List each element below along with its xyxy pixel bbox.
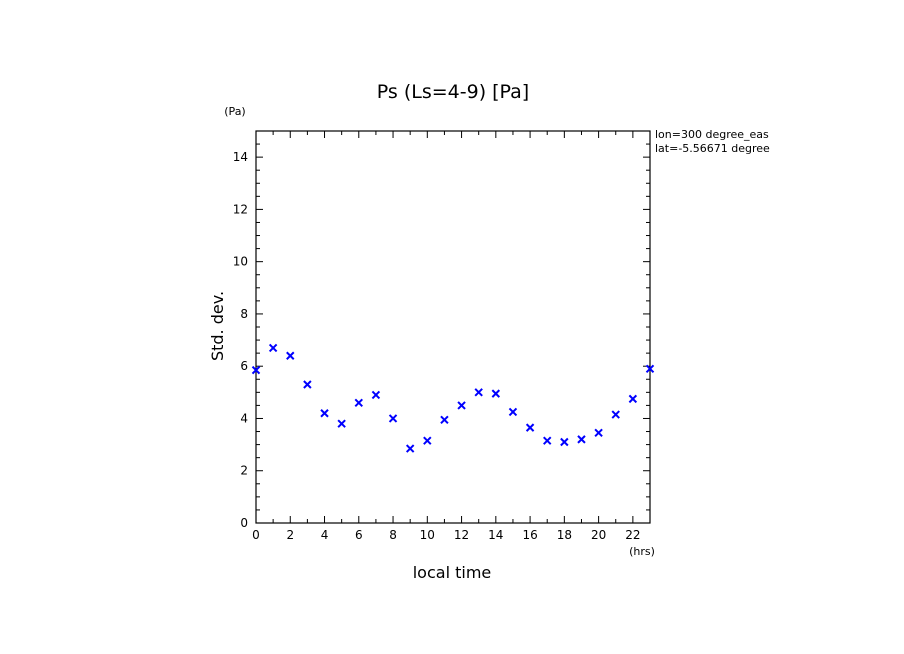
data-point	[628, 394, 638, 404]
x-tick-label: 2	[286, 528, 294, 542]
x-tick-label: 6	[355, 528, 363, 542]
data-point	[268, 343, 278, 353]
x-tick-label: 0	[252, 528, 260, 542]
x-unit-label: (hrs)	[629, 545, 655, 558]
data-point	[543, 436, 552, 445]
data-point	[423, 436, 432, 445]
annotation-lon: lon=300 degree_eas	[655, 128, 769, 141]
y-tick-label: 14	[233, 150, 248, 164]
data-point	[491, 389, 501, 398]
y-tick-label: 2	[240, 464, 248, 478]
x-tick-label: 14	[488, 528, 503, 542]
data-point	[560, 437, 569, 447]
data-point	[303, 380, 312, 389]
x-tick-label: 12	[454, 528, 469, 542]
y-tick-label: 0	[240, 516, 248, 530]
data-point	[645, 364, 655, 374]
y-tick-label: 12	[233, 202, 248, 216]
x-tick-label: 16	[522, 528, 537, 542]
annotation-lat: lat=-5.56671 degree	[655, 142, 770, 155]
data-point	[508, 407, 518, 417]
y-tick-label: 8	[240, 307, 248, 321]
data-point	[251, 365, 261, 375]
y-tick-label: 6	[240, 359, 248, 373]
data-point	[388, 414, 398, 423]
data-point	[594, 428, 603, 438]
data-point	[337, 419, 346, 428]
data-point	[440, 415, 449, 424]
data-point	[371, 390, 381, 400]
x-tick-label: 4	[321, 528, 329, 542]
plot-frame	[255, 130, 651, 524]
axes: 0 2 4 6 8 10 12 14 16 18 20 22 0 2 4 6 8 10 12 14	[233, 130, 651, 542]
y-axis-label: Std. dev.	[208, 291, 227, 361]
chart-title: Ps (Ls=4-9) [Pa]	[377, 81, 529, 103]
x-tick-label: 22	[625, 528, 640, 542]
data-point	[474, 388, 483, 397]
data-point	[354, 398, 363, 407]
y-unit-label: (Pa)	[224, 105, 245, 118]
data-point	[457, 401, 466, 410]
x-axis-label: local time	[413, 563, 492, 582]
x-tick-label: 20	[591, 528, 606, 542]
y-tick-label: 10	[233, 255, 248, 269]
y-tick-label: 4	[240, 411, 248, 425]
x-tick-label: 10	[420, 528, 435, 542]
data-point	[611, 410, 620, 419]
data-point	[577, 435, 586, 444]
data-point	[320, 409, 329, 418]
x-tick-label: 8	[389, 528, 397, 542]
data-point	[286, 351, 295, 360]
data-point	[525, 423, 535, 432]
data-markers	[251, 343, 655, 453]
x-tick-label: 18	[557, 528, 572, 542]
data-point	[405, 444, 415, 453]
